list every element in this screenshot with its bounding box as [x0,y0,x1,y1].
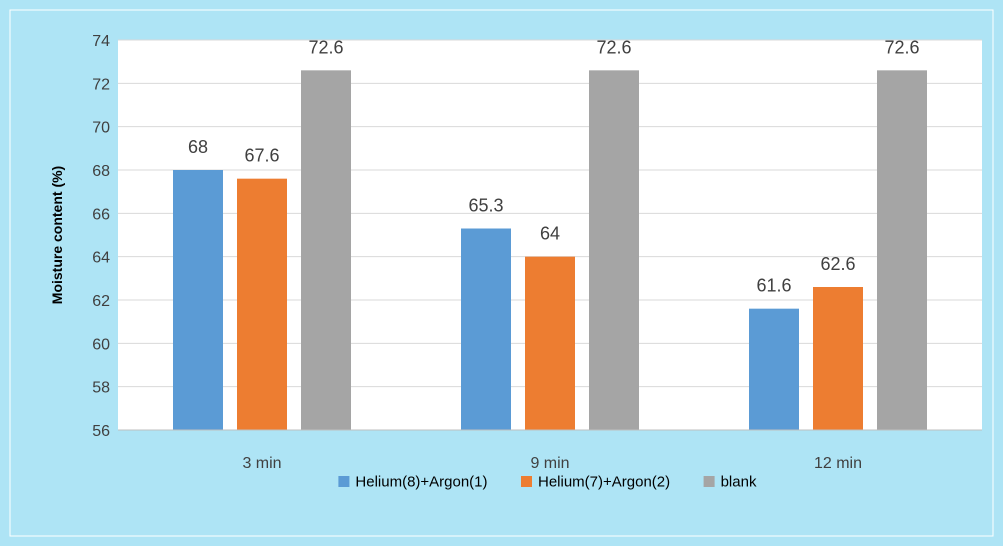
bars [173,70,927,430]
data-label: 65.3 [468,196,503,216]
data-label: 72.6 [308,37,343,57]
legend-label: blank [721,474,757,491]
bar [813,287,863,430]
bar [589,70,639,430]
bar [173,170,223,430]
data-label: 68 [188,137,208,157]
bar [877,70,927,430]
x-axis-ticks: 3 min 9 min 12 min [242,455,862,472]
x-tick-label: 9 min [530,455,569,472]
y-tick-label: 64 [92,250,110,267]
x-tick-label: 12 min [814,455,862,472]
legend-label: Helium(7)+Argon(2) [538,474,670,491]
y-tick-label: 58 [92,380,110,397]
bar [301,70,351,430]
bar [749,308,799,430]
chart-frame [9,9,994,537]
data-label: 64 [540,224,560,244]
legend-swatch [703,476,715,487]
y-tick-label: 70 [92,120,110,137]
data-label: 72.6 [596,37,631,57]
y-tick-label: 56 [92,423,110,440]
y-axis-ticks: 56 58 60 62 64 66 68 70 72 74 [92,33,110,440]
y-tick-label: 74 [92,33,110,50]
data-label: 61.6 [756,276,791,296]
data-label: 72.6 [884,37,919,57]
y-tick-label: 60 [92,336,110,353]
y-tick-label: 62 [92,293,110,310]
data-label: 67.6 [244,146,279,166]
bar [237,178,287,430]
y-axis-label: Moisture content (%) [49,166,65,304]
legend-swatch [521,476,532,487]
legend-swatch [338,476,350,487]
data-label: 62.6 [820,254,855,274]
legend: Helium(8)+Argon(1) Helium(7)+Argon(2) blan… [338,474,757,491]
y-tick-label: 72 [92,76,110,93]
bar [525,256,575,430]
bar [461,228,511,430]
y-tick-label: 68 [92,163,110,180]
x-tick-label: 3 min [242,455,281,472]
y-tick-label: 66 [92,206,110,223]
legend-label: Helium(8)+Argon(1) [355,474,487,491]
data-labels: 68 67.6 72.6 65.3 64 72.6 61.6 62.6 72.6 [188,37,920,295]
